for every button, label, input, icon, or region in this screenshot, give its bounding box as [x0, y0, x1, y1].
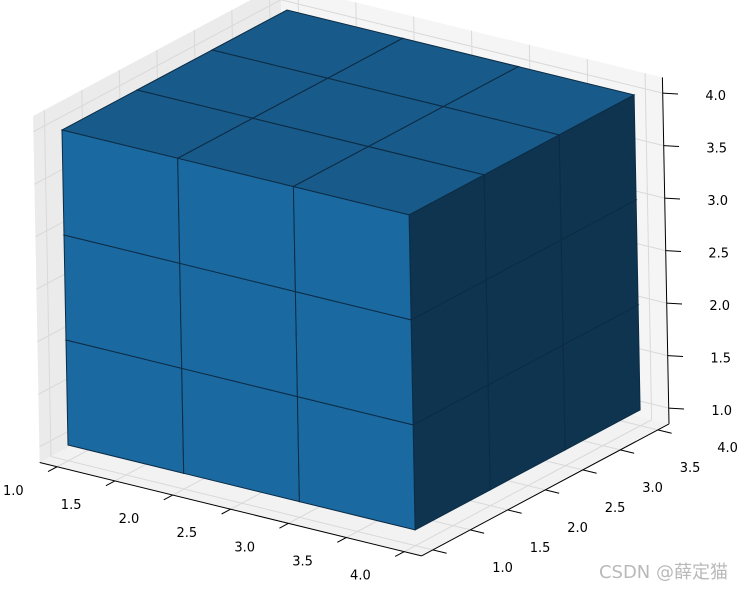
y-tick — [582, 469, 597, 474]
gridline-z — [280, 0, 663, 94]
z-tick — [663, 145, 680, 147]
z-tick-label: 1.0 — [711, 404, 732, 419]
x-tick — [47, 466, 58, 472]
x-tick-label: 2.5 — [177, 526, 198, 541]
z-tick-label: 1.5 — [710, 351, 731, 366]
y-tick-label: 2.5 — [605, 501, 626, 516]
x-tick-label: 3.5 — [292, 555, 313, 570]
x-tick — [394, 551, 405, 557]
z-tick — [667, 355, 684, 357]
x-tick-label: 3.0 — [234, 540, 255, 555]
z-tick — [666, 302, 683, 305]
x-tick — [163, 494, 173, 501]
z-tick — [662, 92, 679, 95]
z-tick-label: 3.0 — [707, 194, 728, 209]
voxel-front-face — [292, 185, 412, 321]
gridline-x — [403, 419, 652, 553]
z-tick — [665, 250, 682, 252]
z-tick-label: 3.5 — [706, 141, 727, 156]
z-axis-line — [661, 77, 670, 424]
y-tick-label: 1.0 — [492, 561, 513, 576]
y-tick — [432, 549, 447, 554]
y-tick-label: 4.0 — [717, 441, 738, 456]
x-tick-label: 1.0 — [3, 484, 24, 499]
z-tick-label: 4.0 — [705, 89, 726, 104]
x-tick — [279, 522, 289, 529]
y-tick-label: 1.5 — [530, 541, 551, 556]
z-tick-label: 2.0 — [709, 299, 730, 314]
x-tick — [337, 537, 347, 543]
y-tick — [470, 529, 485, 534]
z-tick — [664, 197, 681, 200]
x-tick-label: 1.5 — [61, 498, 82, 513]
z-tick-label: 2.5 — [708, 246, 729, 261]
watermark: CSDN @薛定猫 — [598, 562, 728, 583]
x-tick — [105, 480, 116, 487]
x-tick-label: 2.0 — [119, 512, 140, 527]
y-tick — [657, 429, 672, 434]
y-tick — [507, 509, 522, 514]
gridline-z — [33, 0, 282, 133]
y-tick-label: 2.0 — [567, 521, 588, 536]
gridline-x — [644, 73, 653, 420]
z-tick — [668, 407, 685, 410]
y-tick — [620, 449, 635, 454]
y-tick — [545, 489, 560, 494]
y-tick-label: 3.0 — [642, 481, 663, 496]
y-tick-label: 3.5 — [680, 461, 701, 476]
x-tick-label: 4.0 — [350, 569, 371, 584]
x-tick — [221, 508, 231, 515]
